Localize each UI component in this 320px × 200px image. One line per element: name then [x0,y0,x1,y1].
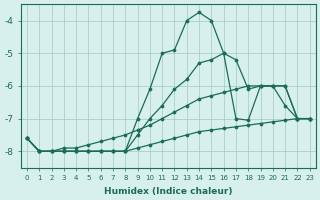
X-axis label: Humidex (Indice chaleur): Humidex (Indice chaleur) [104,187,233,196]
